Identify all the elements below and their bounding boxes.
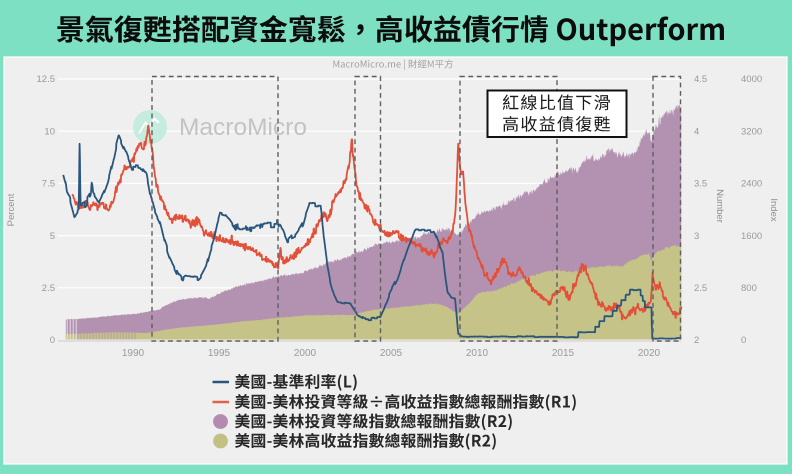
svg-text:4: 4 xyxy=(694,126,699,137)
svg-text:12.5: 12.5 xyxy=(37,74,56,85)
svg-text:3.5: 3.5 xyxy=(694,179,707,190)
svg-text:7.5: 7.5 xyxy=(42,179,55,190)
svg-text:1600: 1600 xyxy=(741,231,762,242)
svg-text:Number: Number xyxy=(714,189,725,223)
svg-text:4.5: 4.5 xyxy=(694,74,707,85)
svg-text:1990: 1990 xyxy=(122,348,145,359)
svg-text:2: 2 xyxy=(694,335,699,346)
svg-text:1995: 1995 xyxy=(208,348,231,359)
svg-text:2400: 2400 xyxy=(741,179,762,190)
svg-text:0: 0 xyxy=(741,335,746,346)
svg-text:2.5: 2.5 xyxy=(694,283,707,294)
svg-text:2020: 2020 xyxy=(638,348,661,359)
svg-text:MacroMicro: MacroMicro xyxy=(179,114,307,141)
svg-text:2000: 2000 xyxy=(294,348,317,359)
svg-text:10: 10 xyxy=(44,126,55,137)
svg-text:4000: 4000 xyxy=(741,74,762,85)
svg-text:2010: 2010 xyxy=(466,348,489,359)
svg-text:Index: Index xyxy=(768,198,779,221)
svg-text:0: 0 xyxy=(50,335,55,346)
svg-text:2015: 2015 xyxy=(552,348,575,359)
svg-text:3200: 3200 xyxy=(741,126,762,137)
svg-text:2005: 2005 xyxy=(380,348,403,359)
svg-text:Percent: Percent xyxy=(6,193,17,226)
svg-text:3: 3 xyxy=(694,231,699,242)
svg-text:800: 800 xyxy=(741,283,757,294)
svg-text:2.5: 2.5 xyxy=(42,283,55,294)
svg-text:5: 5 xyxy=(50,231,55,242)
